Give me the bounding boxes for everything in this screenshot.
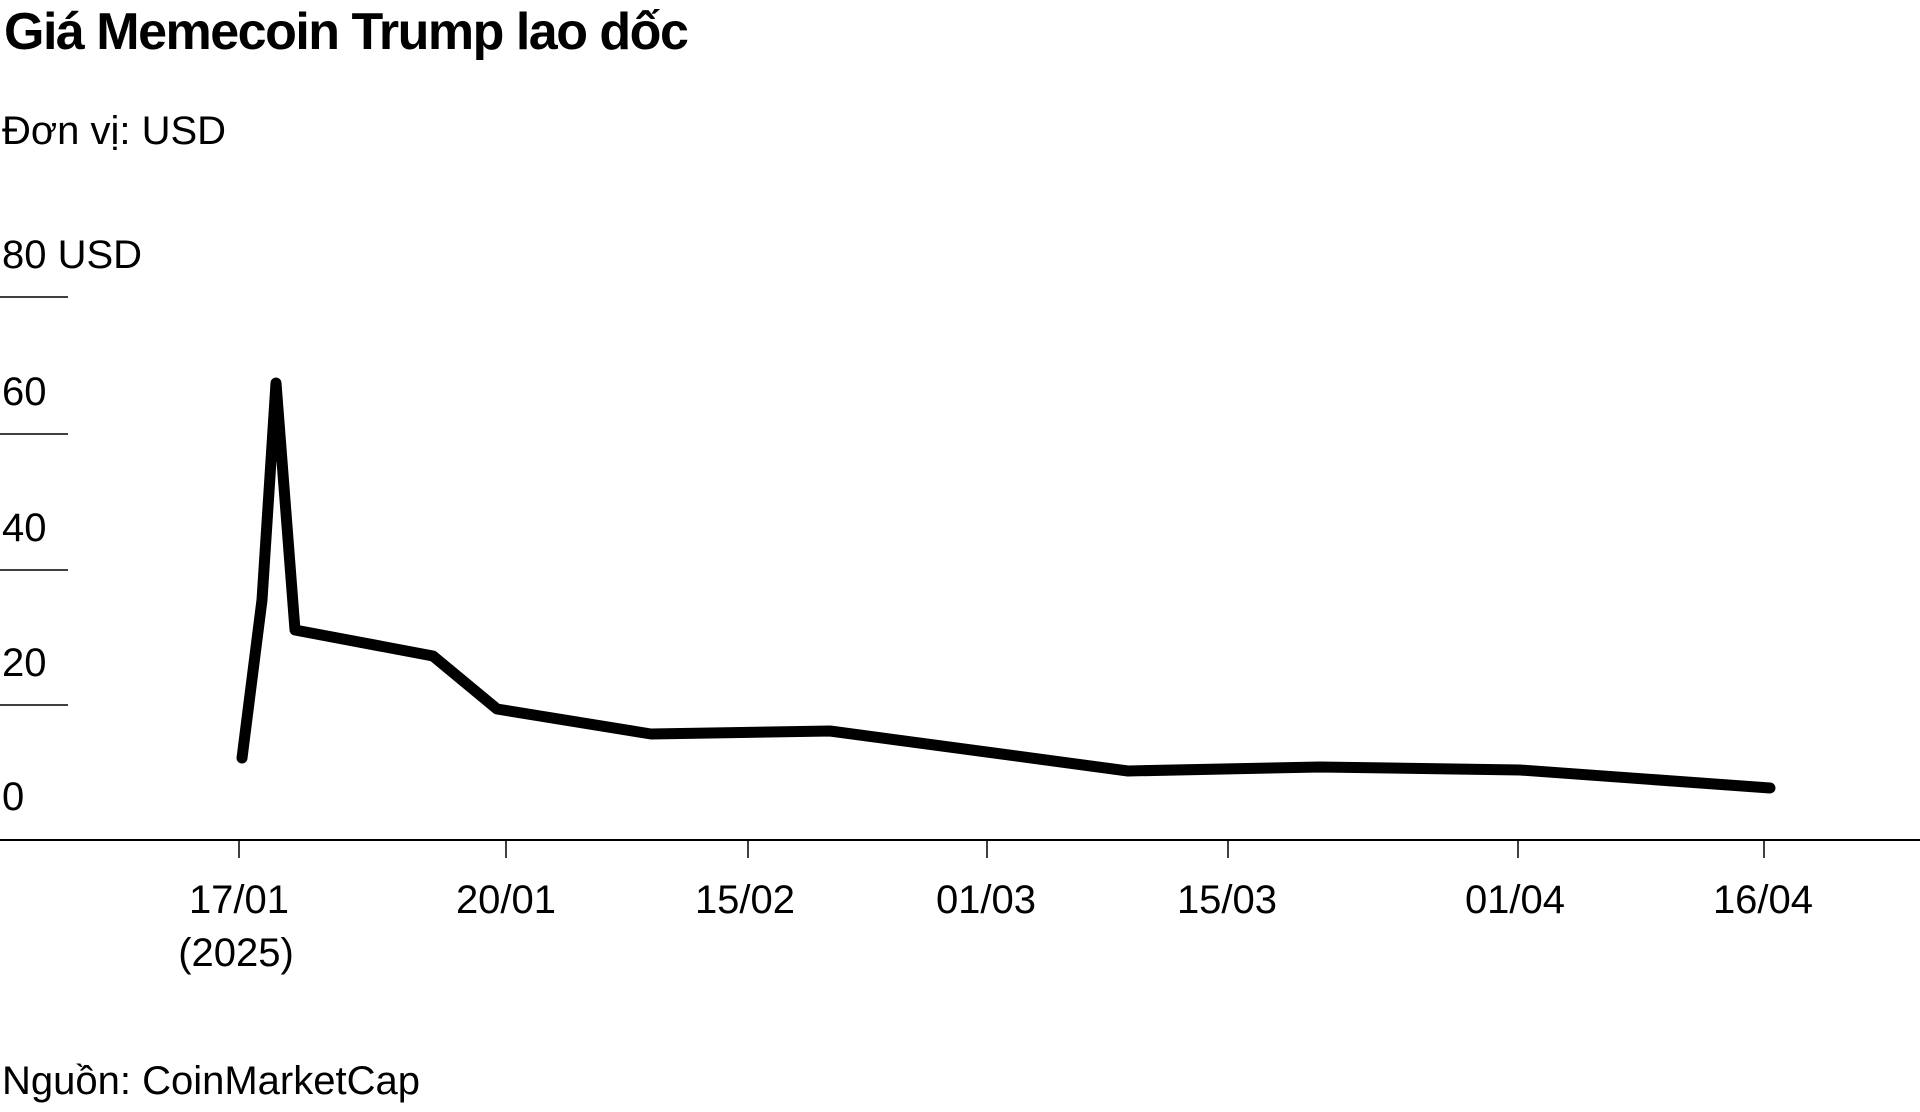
x-tick-label: 01/04 — [1465, 878, 1565, 922]
chart-title: Giá Memecoin Trump lao dốc — [4, 3, 689, 61]
x-tick-label: 17/01 — [189, 878, 289, 922]
x-tick-label: 16/04 — [1713, 878, 1813, 922]
unit-label: Đơn vị: USD — [2, 109, 227, 153]
x-tick-label: 15/02 — [695, 878, 795, 922]
x-tick-label: 01/03 — [936, 878, 1036, 922]
price-line — [236, 377, 1776, 794]
y-tick-label: 60 — [2, 370, 47, 414]
x-tick-label: 15/03 — [1177, 878, 1277, 922]
source-note: Nguồn: CoinMarketCap — [2, 1059, 420, 1103]
x-tick-label: 20/01 — [456, 878, 556, 922]
y-tick-label: 80 USD — [2, 233, 142, 277]
x-tick-sublabel: (2025) — [178, 931, 294, 975]
y-tick-label: 40 — [2, 506, 47, 550]
y-axis: 80 USD 60 40 20 0 — [0, 233, 142, 819]
y-tick-label: 20 — [2, 641, 47, 685]
x-axis: 17/01 (2025) 20/01 15/02 01/03 15/03 01/… — [0, 839, 1920, 975]
y-tick-label: 0 — [2, 775, 24, 819]
